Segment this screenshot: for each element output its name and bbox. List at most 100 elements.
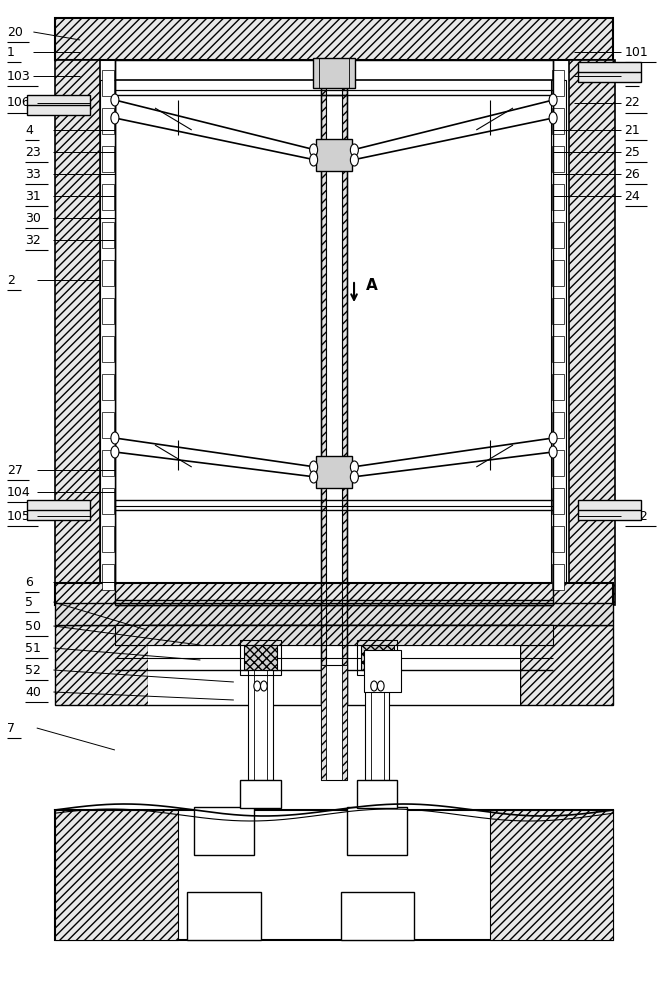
Circle shape — [549, 112, 557, 124]
Circle shape — [310, 471, 318, 483]
Bar — [321, 665, 326, 780]
Bar — [342, 665, 347, 780]
Bar — [342, 60, 347, 705]
Bar — [55, 603, 613, 625]
Text: 5: 5 — [25, 595, 33, 608]
Bar — [115, 60, 553, 605]
Bar — [313, 58, 355, 88]
Text: 33: 33 — [25, 167, 41, 180]
Text: 50: 50 — [25, 619, 41, 633]
Bar — [569, 60, 615, 605]
Bar — [55, 60, 100, 605]
Text: A: A — [366, 277, 378, 292]
Text: 1: 1 — [7, 45, 15, 58]
Circle shape — [310, 461, 318, 473]
Text: 3: 3 — [625, 70, 633, 83]
Text: 23: 23 — [25, 145, 41, 158]
Bar — [551, 80, 566, 600]
Bar — [102, 260, 114, 286]
Text: 21: 21 — [625, 123, 641, 136]
Text: 6: 6 — [25, 576, 33, 588]
Bar — [552, 564, 564, 590]
Text: 52: 52 — [25, 664, 41, 676]
Bar — [326, 60, 342, 705]
Bar — [552, 488, 564, 514]
Bar — [552, 146, 564, 172]
Text: 101: 101 — [625, 45, 649, 58]
Bar — [187, 892, 261, 940]
Bar — [55, 625, 148, 705]
Text: 106: 106 — [7, 97, 31, 109]
Bar — [578, 62, 641, 82]
Circle shape — [261, 681, 267, 691]
Bar — [361, 645, 394, 670]
Text: 40: 40 — [25, 686, 41, 698]
Bar — [102, 70, 114, 96]
Circle shape — [350, 471, 359, 483]
Text: 22: 22 — [625, 97, 641, 109]
Bar — [102, 564, 114, 590]
Bar — [27, 500, 90, 520]
Text: 20: 20 — [7, 25, 23, 38]
Text: 105: 105 — [7, 510, 31, 522]
Circle shape — [549, 94, 557, 106]
Bar — [102, 488, 114, 514]
Text: 25: 25 — [625, 145, 641, 158]
Bar — [357, 780, 397, 808]
Bar — [552, 412, 564, 438]
Circle shape — [111, 446, 119, 458]
Bar — [240, 780, 281, 808]
Text: 104: 104 — [7, 486, 31, 498]
Text: 7: 7 — [7, 722, 15, 734]
Bar — [552, 184, 564, 210]
Bar — [240, 640, 281, 675]
Circle shape — [371, 681, 377, 691]
Bar — [490, 810, 613, 940]
Circle shape — [350, 154, 359, 166]
Text: 27: 27 — [7, 464, 23, 477]
Bar — [552, 222, 564, 248]
Bar — [194, 807, 254, 855]
Circle shape — [549, 446, 557, 458]
Bar — [55, 583, 613, 605]
Text: 24: 24 — [625, 190, 641, 202]
Bar — [520, 625, 613, 705]
Circle shape — [549, 432, 557, 444]
Bar — [115, 600, 553, 705]
Bar — [552, 336, 564, 362]
Bar — [552, 70, 564, 96]
Text: 102: 102 — [625, 510, 649, 522]
Circle shape — [350, 144, 359, 156]
Bar — [244, 645, 277, 670]
Bar — [552, 260, 564, 286]
Bar — [248, 670, 273, 780]
Text: 4: 4 — [25, 123, 33, 136]
Circle shape — [310, 154, 318, 166]
Bar — [102, 184, 114, 210]
Text: 103: 103 — [7, 70, 31, 83]
Bar — [321, 665, 347, 780]
Text: 2: 2 — [7, 273, 15, 286]
Bar — [102, 298, 114, 324]
Bar — [55, 810, 178, 940]
Text: 30: 30 — [25, 212, 41, 225]
Circle shape — [111, 112, 119, 124]
Circle shape — [111, 94, 119, 106]
Bar — [100, 80, 115, 600]
Bar — [552, 450, 564, 476]
Bar — [316, 456, 353, 488]
Text: 51: 51 — [25, 642, 41, 654]
Circle shape — [254, 681, 261, 691]
Bar — [27, 95, 90, 115]
Circle shape — [350, 461, 359, 473]
Bar — [102, 108, 114, 134]
Circle shape — [111, 432, 119, 444]
Bar — [102, 526, 114, 552]
Bar — [552, 374, 564, 400]
Bar — [357, 640, 397, 675]
Bar — [115, 625, 553, 645]
Bar — [148, 625, 520, 705]
Bar — [552, 108, 564, 134]
Bar — [578, 500, 641, 520]
Bar — [347, 807, 407, 855]
